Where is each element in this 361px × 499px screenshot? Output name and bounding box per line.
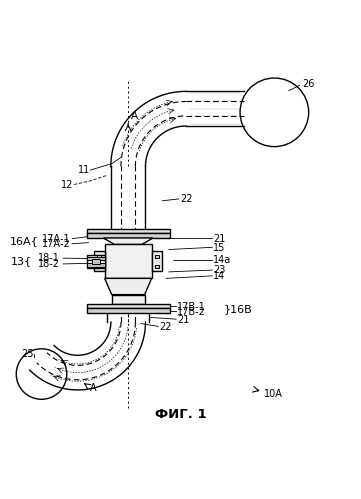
Text: А: А (90, 383, 96, 393)
Polygon shape (103, 238, 153, 245)
Text: 21: 21 (177, 315, 189, 325)
Text: 17В-1: 17В-1 (177, 301, 206, 311)
Text: 14: 14 (213, 271, 225, 281)
Text: ФИГ. 1: ФИГ. 1 (155, 408, 206, 421)
Text: 12: 12 (61, 180, 74, 190)
Text: 11: 11 (78, 165, 90, 175)
Text: 14а: 14а (213, 255, 231, 265)
Bar (87, 233, 170, 238)
Bar (112, 294, 145, 304)
Text: 13{: 13{ (11, 256, 32, 266)
Bar (94, 251, 105, 271)
Bar (155, 264, 159, 268)
Text: 26: 26 (302, 79, 314, 89)
Text: }16В: }16В (224, 304, 253, 314)
Bar (87, 263, 105, 267)
Text: 17А-1: 17А-1 (42, 234, 70, 244)
Bar (97, 254, 101, 258)
Bar (87, 308, 170, 313)
Text: 18-1: 18-1 (38, 253, 60, 263)
Bar (105, 245, 152, 278)
Bar (87, 304, 170, 308)
Bar (155, 254, 159, 258)
Text: 22: 22 (159, 322, 171, 332)
Text: 10А: 10А (264, 389, 282, 399)
Text: 23: 23 (213, 265, 225, 275)
Text: 25: 25 (22, 349, 34, 359)
Text: 18-2: 18-2 (38, 259, 60, 269)
Text: 21: 21 (213, 234, 225, 244)
Text: 16А{: 16А{ (10, 236, 39, 246)
Bar (152, 251, 162, 271)
Bar (92, 258, 100, 264)
Polygon shape (105, 278, 152, 294)
Text: А: А (131, 111, 138, 121)
Bar (87, 254, 105, 268)
Text: 17А-2: 17А-2 (42, 239, 70, 249)
Text: 15: 15 (213, 243, 225, 252)
Text: 22: 22 (180, 194, 193, 204)
Bar (87, 229, 170, 233)
Bar (87, 256, 105, 260)
Bar (97, 264, 101, 268)
Text: 17В-2: 17В-2 (177, 307, 206, 317)
